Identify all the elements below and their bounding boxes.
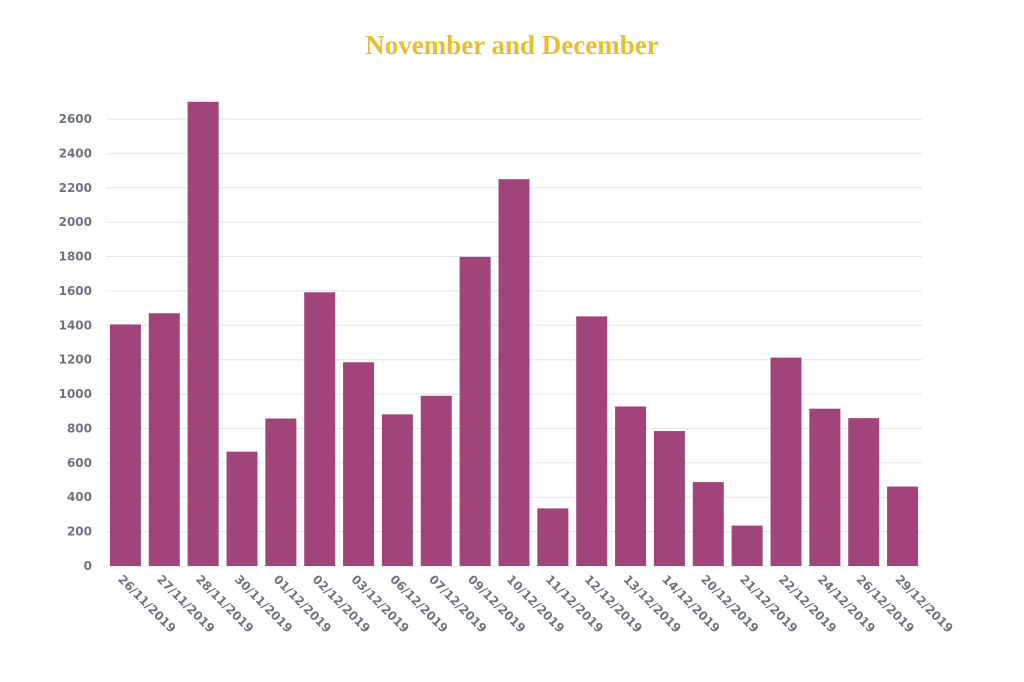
y-tick-label: 1600 [59,284,92,298]
bar [692,482,724,566]
y-tick-label: 2600 [59,112,92,126]
bar [615,406,647,566]
bar [187,101,219,567]
y-tick-label: 400 [67,490,92,504]
y-tick-label: 800 [67,421,92,435]
bar [731,525,763,566]
bar [848,418,880,566]
y-tick-label: 2000 [59,215,92,229]
y-tick-label: 1400 [59,318,92,332]
y-tick-label: 0 [84,559,92,573]
y-tick-label: 600 [67,456,92,470]
bar [420,395,452,566]
bar [148,313,180,566]
bar [498,179,530,566]
chart-title: November and December [365,30,659,60]
bar [304,292,336,566]
x-axis-ticks: 26/11/201927/11/201928/11/201930/11/2019… [115,572,955,635]
y-tick-label: 1000 [59,387,92,401]
bar [537,508,569,566]
bar [343,362,375,566]
bar [265,418,297,566]
y-tick-label: 2200 [59,181,92,195]
bar [887,486,919,566]
bar [809,408,841,566]
y-axis-ticks: 0 200 400 600 800 1000 1200 1400 1600 1800 2000 220… [59,112,92,573]
y-tick-label: 200 [67,525,92,539]
bars [109,101,919,567]
y-tick-label: 1800 [59,250,92,264]
bar [653,431,685,566]
y-tick-label: 1200 [59,353,92,367]
bar [576,316,608,566]
bar [381,414,413,566]
bar [770,357,802,566]
y-tick-label: 2400 [59,146,92,160]
bar [109,324,141,566]
bar [226,451,258,566]
bar [459,256,491,566]
